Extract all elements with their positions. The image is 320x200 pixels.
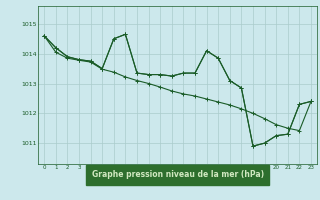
X-axis label: Graphe pression niveau de la mer (hPa): Graphe pression niveau de la mer (hPa) [92,170,264,179]
